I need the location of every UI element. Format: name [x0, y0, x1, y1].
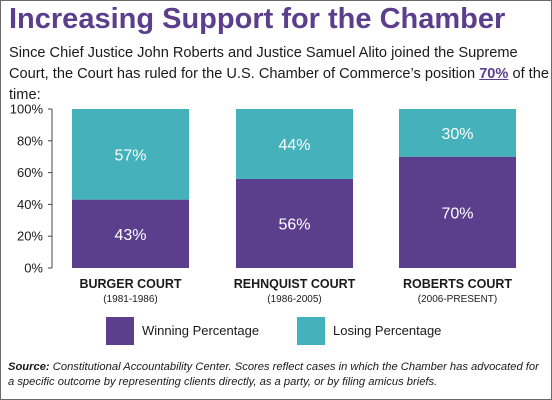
y-tick-label: 60% — [17, 165, 43, 180]
bar-value-label: 44% — [278, 137, 310, 154]
x-category-label: BURGER COURT — [79, 277, 181, 291]
bar-value-label: 70% — [441, 205, 473, 222]
bar-value-label: 57% — [114, 147, 146, 164]
legend-swatch-losing — [297, 317, 325, 345]
bar-value-label: 56% — [278, 216, 310, 233]
x-category-sublabel: (1981-1986) — [103, 294, 157, 305]
y-tick-label: 40% — [17, 197, 43, 212]
bar-winning-1 — [72, 199, 189, 268]
y-tick-label: 80% — [17, 133, 43, 148]
footnote: Source: Constitutional Accountability Ce… — [8, 360, 548, 390]
bar-winning-3 — [399, 156, 516, 268]
subtitle-text-start: Since Chief Justice John Roberts and Jus… — [9, 45, 518, 82]
x-category-sublabel: (1986-2005) — [267, 294, 321, 305]
legend-label-losing: Losing Percentage — [333, 323, 442, 338]
y-tick-label: 20% — [17, 229, 43, 244]
bar-value-label: 30% — [441, 126, 473, 143]
chart-title: Increasing Support for the Chamber — [9, 3, 506, 35]
chart-subtitle: Since Chief Justice John Roberts and Jus… — [9, 43, 549, 106]
bar-losing-1 — [72, 109, 189, 200]
legend-label-winning: Winning Percentage — [142, 323, 260, 338]
subtitle-highlight-70: 70% — [479, 66, 509, 82]
bar-winning-2 — [236, 178, 353, 268]
y-tick-label: 0% — [24, 261, 43, 276]
legend-swatch-winning — [106, 317, 134, 345]
footnote-source-label: Source: — [8, 361, 50, 373]
x-category-label: ROBERTS COURT — [403, 277, 512, 291]
bar-losing-3 — [399, 109, 516, 157]
y-tick-label: 100% — [10, 102, 44, 117]
legend: Winning Percentage Losing Percentage — [0, 317, 552, 347]
x-category-label: REHNQUIST COURT — [234, 277, 356, 291]
x-category-sublabel: (2006-PRESENT) — [418, 294, 497, 305]
subtitle-text-end: of the time: — [9, 66, 549, 103]
bar-losing-2 — [236, 109, 353, 179]
footnote-text: Constitutional Accountability Center. Sc… — [8, 361, 539, 388]
bar-value-label: 43% — [114, 227, 146, 244]
